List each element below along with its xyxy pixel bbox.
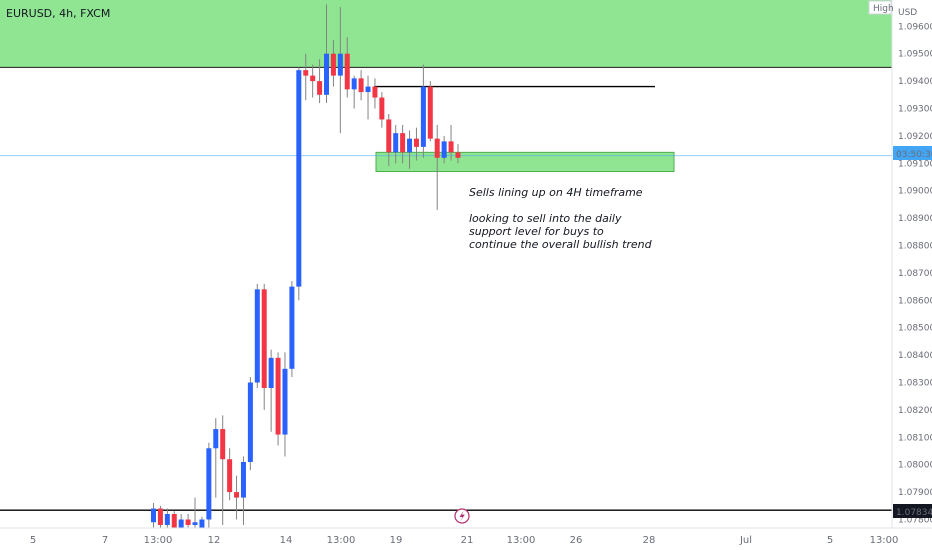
y-tick-label: 1.09300 bbox=[898, 105, 932, 115]
candle-body[interactable] bbox=[330, 53, 336, 76]
symbol-title[interactable]: EURUSD, 4h, FXCM bbox=[6, 7, 110, 20]
y-tick-label: 1.09100 bbox=[898, 159, 932, 169]
candle-body[interactable] bbox=[268, 357, 274, 388]
candle-body[interactable] bbox=[282, 368, 288, 435]
y-tick-label: 1.09400 bbox=[898, 77, 932, 87]
candle-body[interactable] bbox=[151, 508, 156, 523]
candle-body[interactable] bbox=[420, 86, 426, 147]
high-label: High bbox=[873, 4, 894, 14]
price-badge: 1.07834 bbox=[893, 504, 932, 518]
y-tick-label: 1.07900 bbox=[898, 488, 932, 498]
candle-body[interactable] bbox=[303, 70, 309, 76]
x-tick-label: 28 bbox=[643, 535, 656, 546]
candle-body[interactable] bbox=[171, 514, 177, 528]
candle-body[interactable] bbox=[317, 81, 323, 95]
candle-body[interactable] bbox=[386, 119, 392, 153]
candle-body[interactable] bbox=[310, 75, 316, 82]
candle-body[interactable] bbox=[407, 138, 413, 153]
x-tick-label: 13:00 bbox=[507, 535, 536, 546]
x-tick-label: 13:00 bbox=[327, 535, 356, 546]
candle-body[interactable] bbox=[185, 519, 191, 525]
y-tick-label: 1.09000 bbox=[898, 187, 932, 197]
x-tick-label: Jul bbox=[739, 535, 752, 546]
candle-body[interactable] bbox=[220, 429, 226, 460]
demand-zone[interactable] bbox=[375, 151, 675, 173]
x-tick-label: 14 bbox=[280, 535, 293, 546]
y-tick-label: 1.09600 bbox=[898, 22, 932, 32]
supply-zone[interactable] bbox=[0, 0, 892, 68]
candle-body[interactable] bbox=[192, 522, 198, 525]
zones-layer bbox=[0, 0, 892, 173]
candle-body[interactable] bbox=[178, 519, 184, 528]
y-tick-label: 1.08500 bbox=[898, 324, 932, 334]
y-tick-label: 1.08900 bbox=[898, 214, 932, 224]
y-tick-label: 1.08300 bbox=[898, 379, 932, 389]
countdown-label: 03:50:36 bbox=[896, 150, 932, 160]
y-tick-label: 1.08200 bbox=[898, 406, 932, 416]
x-tick-label: 7 bbox=[102, 535, 108, 546]
candle-body[interactable] bbox=[379, 97, 385, 120]
candle-body[interactable] bbox=[254, 289, 260, 383]
candle-body[interactable] bbox=[448, 141, 454, 153]
y-tick-label: 1.08700 bbox=[898, 269, 932, 279]
price-axis[interactable]: USD 1.07800 1.07900 1.08000 1.08100 1.08200 1… bbox=[891, 0, 932, 528]
y-tick-label: 1.08800 bbox=[898, 242, 932, 252]
candle-body[interactable] bbox=[351, 78, 357, 90]
x-tick-label: 12 bbox=[208, 535, 221, 546]
countdown-badge: 03:50:36 bbox=[893, 146, 932, 160]
x-tick-label: 13:00 bbox=[870, 535, 899, 546]
candle-body[interactable] bbox=[296, 70, 302, 287]
candle-body[interactable] bbox=[289, 286, 295, 369]
candle-body[interactable] bbox=[240, 461, 246, 498]
y-tick-label: 1.09200 bbox=[898, 132, 932, 142]
x-tick-label: 5 bbox=[827, 535, 833, 546]
candle-body[interactable] bbox=[234, 492, 240, 498]
currency-label: USD bbox=[898, 8, 917, 18]
candle-body[interactable] bbox=[400, 133, 406, 153]
candle-body[interactable] bbox=[157, 508, 163, 525]
price-badge-label: 1.07834 bbox=[896, 508, 932, 518]
candles-layer bbox=[151, 4, 461, 547]
high-badge: High bbox=[868, 0, 894, 15]
y-tick-label: 1.08400 bbox=[898, 351, 932, 361]
x-tick-label: 19 bbox=[390, 535, 403, 546]
candle-body[interactable] bbox=[344, 53, 350, 90]
annotation-line-1: Sells lining up on 4H timeframe bbox=[469, 186, 643, 199]
candle-body[interactable] bbox=[227, 459, 233, 493]
candle-body[interactable] bbox=[441, 141, 447, 158]
candle-body[interactable] bbox=[213, 429, 219, 449]
y-tick-label: 1.08100 bbox=[898, 433, 932, 443]
candle-body[interactable] bbox=[206, 448, 212, 520]
candle-body[interactable] bbox=[324, 53, 329, 95]
x-tick-label: 13:00 bbox=[144, 535, 173, 546]
annotation-line-2: looking to sell into the daily bbox=[469, 212, 622, 225]
candle-body[interactable] bbox=[199, 519, 205, 528]
y-tick-label: 1.08600 bbox=[898, 296, 932, 306]
y-tick-label: 1.08000 bbox=[898, 461, 932, 471]
candle-body[interactable] bbox=[337, 53, 343, 76]
candle-body[interactable] bbox=[393, 133, 399, 153]
lightning-event-icon[interactable] bbox=[454, 508, 470, 524]
candle-body[interactable] bbox=[434, 138, 440, 158]
time-axis[interactable]: 5 7 13:00 12 14 13:00 19 21 13:00 26 28 Jul 5 13:00 bbox=[0, 527, 932, 550]
candle-body[interactable] bbox=[427, 86, 433, 139]
x-tick-label: 26 bbox=[570, 535, 583, 546]
candle-body[interactable] bbox=[372, 86, 378, 98]
x-tick-label: 21 bbox=[461, 535, 474, 546]
candle-body[interactable] bbox=[164, 514, 170, 525]
candle-body[interactable] bbox=[358, 78, 364, 93]
candle-body[interactable] bbox=[261, 289, 267, 388]
candle-body[interactable] bbox=[365, 86, 371, 93]
candle-body[interactable] bbox=[247, 382, 253, 462]
y-tick-label: 1.09500 bbox=[898, 50, 932, 60]
annotation-line-3: support level for buys to bbox=[469, 225, 604, 238]
candle-body[interactable] bbox=[455, 152, 461, 158]
x-tick-label: 5 bbox=[30, 535, 36, 546]
y-tick-label: 1.07800 bbox=[898, 516, 932, 526]
annotation-note[interactable]: Sells lining up on 4H timeframe looking … bbox=[469, 186, 653, 251]
candle-body[interactable] bbox=[413, 138, 419, 147]
candle-body[interactable] bbox=[275, 357, 281, 435]
annotation-line-4: continue the overall bullish trend bbox=[469, 238, 653, 251]
